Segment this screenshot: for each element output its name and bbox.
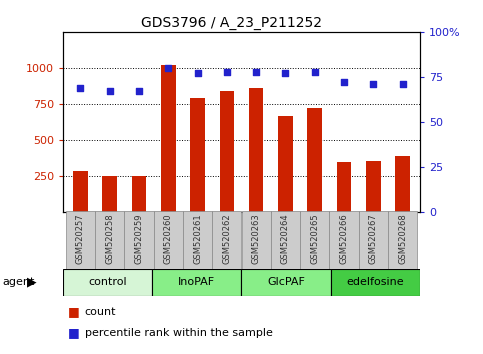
Text: GSM520262: GSM520262 [222,213,231,264]
Text: GDS3796 / A_23_P211252: GDS3796 / A_23_P211252 [142,16,322,30]
Text: GSM520258: GSM520258 [105,213,114,264]
Text: GSM520267: GSM520267 [369,213,378,264]
Bar [366,161,381,212]
Bar [337,162,351,212]
Bar [220,91,234,212]
Bar [249,88,263,212]
Point [282,70,289,76]
Bar [63,269,152,296]
Bar [242,211,271,269]
Text: ■: ■ [68,326,79,339]
Point [76,85,84,91]
Text: agent: agent [2,277,35,287]
Text: GSM520260: GSM520260 [164,213,173,264]
Bar [152,269,242,296]
Bar [388,211,417,269]
Bar [278,116,293,212]
Bar [300,211,329,269]
Point [252,69,260,74]
Text: GSM520266: GSM520266 [340,213,349,264]
Text: GSM520268: GSM520268 [398,213,407,264]
Bar [132,176,146,212]
Bar [102,176,117,212]
Bar [154,211,183,269]
Text: ▶: ▶ [27,276,36,289]
Text: GSM520263: GSM520263 [252,213,261,264]
Text: ■: ■ [68,305,79,318]
Bar [95,211,124,269]
Bar [329,211,359,269]
Text: control: control [88,277,127,287]
Point [194,70,201,76]
Text: percentile rank within the sample: percentile rank within the sample [85,328,272,338]
Point [106,88,114,94]
Bar [331,269,420,296]
Bar [242,269,331,296]
Bar [66,211,95,269]
Text: GSM520264: GSM520264 [281,213,290,264]
Text: InoPAF: InoPAF [178,277,215,287]
Text: edelfosine: edelfosine [347,277,404,287]
Text: count: count [85,307,116,316]
Point [311,69,319,74]
Text: GSM520265: GSM520265 [310,213,319,264]
Point [135,88,143,94]
Bar [271,211,300,269]
Bar [190,98,205,212]
Bar [183,211,212,269]
Point [164,65,172,71]
Point [340,80,348,85]
Text: GSM520259: GSM520259 [134,213,143,264]
Point [399,81,407,87]
Bar [395,156,410,212]
Point [223,69,231,74]
Bar [307,108,322,212]
Text: GSM520261: GSM520261 [193,213,202,264]
Bar [161,65,176,212]
Bar [73,171,88,212]
Bar [359,211,388,269]
Bar [124,211,154,269]
Bar [212,211,242,269]
Point [369,81,377,87]
Text: GlcPAF: GlcPAF [267,277,305,287]
Text: GSM520257: GSM520257 [76,213,85,264]
